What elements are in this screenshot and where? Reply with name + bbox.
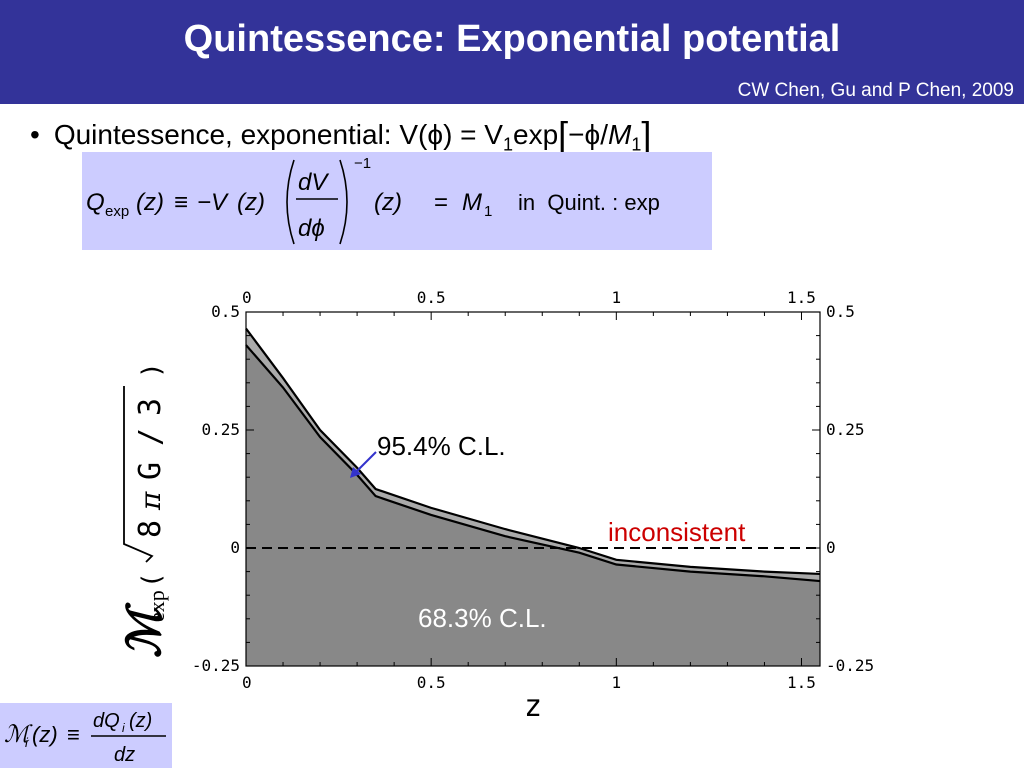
bullet-minus-phi: −ϕ/ bbox=[568, 119, 608, 150]
def-M: ℳ bbox=[4, 722, 33, 748]
equation-box: Q exp (z) ≡ −V (z) dV dϕ −1 (z) = M 1 in… bbox=[82, 152, 712, 250]
y-label-open-paren: ( bbox=[137, 572, 167, 588]
bullet-sub2: 1 bbox=[631, 134, 642, 155]
bullet-open-bracket: [ bbox=[558, 114, 569, 155]
x-tick-label-bottom: 0 bbox=[242, 673, 252, 692]
y-tick-label-right: 0.25 bbox=[826, 420, 865, 439]
slide-credit: CW Chen, Gu and P Chen, 2009 bbox=[737, 80, 1014, 101]
def-equiv: ≡ bbox=[67, 722, 80, 747]
def-den: dz bbox=[114, 744, 135, 766]
eq-V-arg: (z) bbox=[237, 189, 265, 216]
chart-areas bbox=[245, 327, 821, 666]
eq-equals: = bbox=[434, 189, 448, 216]
eq-Q: Q bbox=[86, 189, 105, 216]
eq-equiv: ≡ bbox=[174, 189, 188, 216]
bullet-sub1: 1 bbox=[502, 134, 513, 155]
x-tick-label-top: 1.5 bbox=[787, 288, 816, 307]
x-tick-label-bottom: 0.5 bbox=[417, 673, 446, 692]
def-arg: (z) bbox=[32, 722, 58, 747]
y-label-sqrt bbox=[123, 386, 154, 563]
y-label-eight: 8 bbox=[133, 520, 168, 538]
x-tick-label-bottom: 1.5 bbox=[787, 673, 816, 692]
bullet-exp: exp bbox=[513, 119, 559, 150]
bullet-M: M bbox=[607, 119, 632, 150]
plot-frame bbox=[245, 311, 821, 667]
boundary-line-series-1 bbox=[245, 344, 821, 583]
y-label-symbol: ℳ bbox=[119, 602, 170, 658]
y-label-slash: / bbox=[133, 428, 168, 446]
annotation-95-cl: 95.4% C.L. bbox=[377, 431, 506, 461]
y-label-sub: exp bbox=[144, 590, 169, 622]
bullet-potential: • Quintessence, exponential: V(ϕ) = V1exp… bbox=[30, 114, 651, 156]
y-tick-label-left: 0 bbox=[230, 538, 240, 557]
x-tick-label-top: 0.5 bbox=[417, 288, 446, 307]
definition-box: ℳ i (z) ≡ dQ i (z) dz bbox=[0, 703, 172, 768]
y-tick-label-left: 0.5 bbox=[211, 302, 240, 321]
eq-z-arg: (z) bbox=[374, 189, 402, 216]
annotation-68-cl: 68.3% C.L. bbox=[418, 603, 547, 633]
def-M-sub: i bbox=[25, 735, 29, 750]
eq-minus-V: −V bbox=[197, 189, 229, 216]
y-axis-label: ℳ exp ( 8 π G / 3 ) bbox=[119, 362, 170, 658]
y-tick-label-right: -0.25 bbox=[826, 656, 874, 675]
y-label-G: G bbox=[133, 462, 168, 480]
x-tick-label-bottom: 1 bbox=[612, 673, 622, 692]
area-series-1 bbox=[246, 345, 820, 666]
eq-M: M bbox=[462, 189, 482, 216]
y-label-pi: π bbox=[134, 491, 167, 511]
eq-note: in Quint. : exp bbox=[518, 190, 660, 215]
eq-frac-num: dV bbox=[298, 169, 329, 196]
annotation-inconsistent: inconsistent bbox=[608, 517, 746, 547]
y-tick-label-left: 0.25 bbox=[201, 420, 240, 439]
x-tick-label-top: 0 bbox=[242, 288, 252, 307]
boundary-line-series-0 bbox=[245, 327, 821, 576]
equation-svg: Q exp (z) ≡ −V (z) dV dϕ −1 (z) = M 1 in… bbox=[86, 155, 660, 245]
title-bar bbox=[0, 0, 1024, 104]
definition-svg: ℳ i (z) ≡ dQ i (z) dz bbox=[4, 710, 166, 766]
bullet-lead: Quintessence, exponential: V( bbox=[53, 119, 428, 150]
x-tick-label-top: 1 bbox=[612, 288, 622, 307]
eq-exponent: −1 bbox=[354, 155, 371, 172]
eq-lhs-arg: (z) bbox=[136, 189, 164, 216]
eq-right-paren bbox=[339, 159, 348, 245]
eq-M-sub: 1 bbox=[484, 203, 492, 220]
y-tick-label-left: -0.25 bbox=[192, 656, 240, 675]
def-num-arg: (z) bbox=[129, 710, 152, 732]
y-label-three: 3 bbox=[133, 398, 168, 416]
bullet-marker: • bbox=[30, 119, 40, 150]
def-num: dQ bbox=[93, 710, 120, 732]
slide-title: Quintessence: Exponential potential bbox=[183, 18, 841, 60]
x-axis-label: z bbox=[524, 689, 542, 724]
eq-frac-den: dϕ bbox=[298, 215, 325, 242]
def-num-sub: i bbox=[122, 721, 125, 735]
bullet-close-bracket: ] bbox=[641, 114, 652, 155]
y-tick-label-right: 0 bbox=[826, 538, 836, 557]
annotation-arrow-head bbox=[350, 467, 361, 478]
eq-left-paren bbox=[286, 159, 295, 245]
y-label-close-paren: ) bbox=[137, 362, 167, 378]
eq-Q-sub: exp bbox=[105, 203, 129, 220]
y-tick-label-right: 0.5 bbox=[826, 302, 855, 321]
bullet-phi: ϕ bbox=[427, 119, 444, 150]
bullet-mid1: ) = V bbox=[443, 119, 503, 150]
